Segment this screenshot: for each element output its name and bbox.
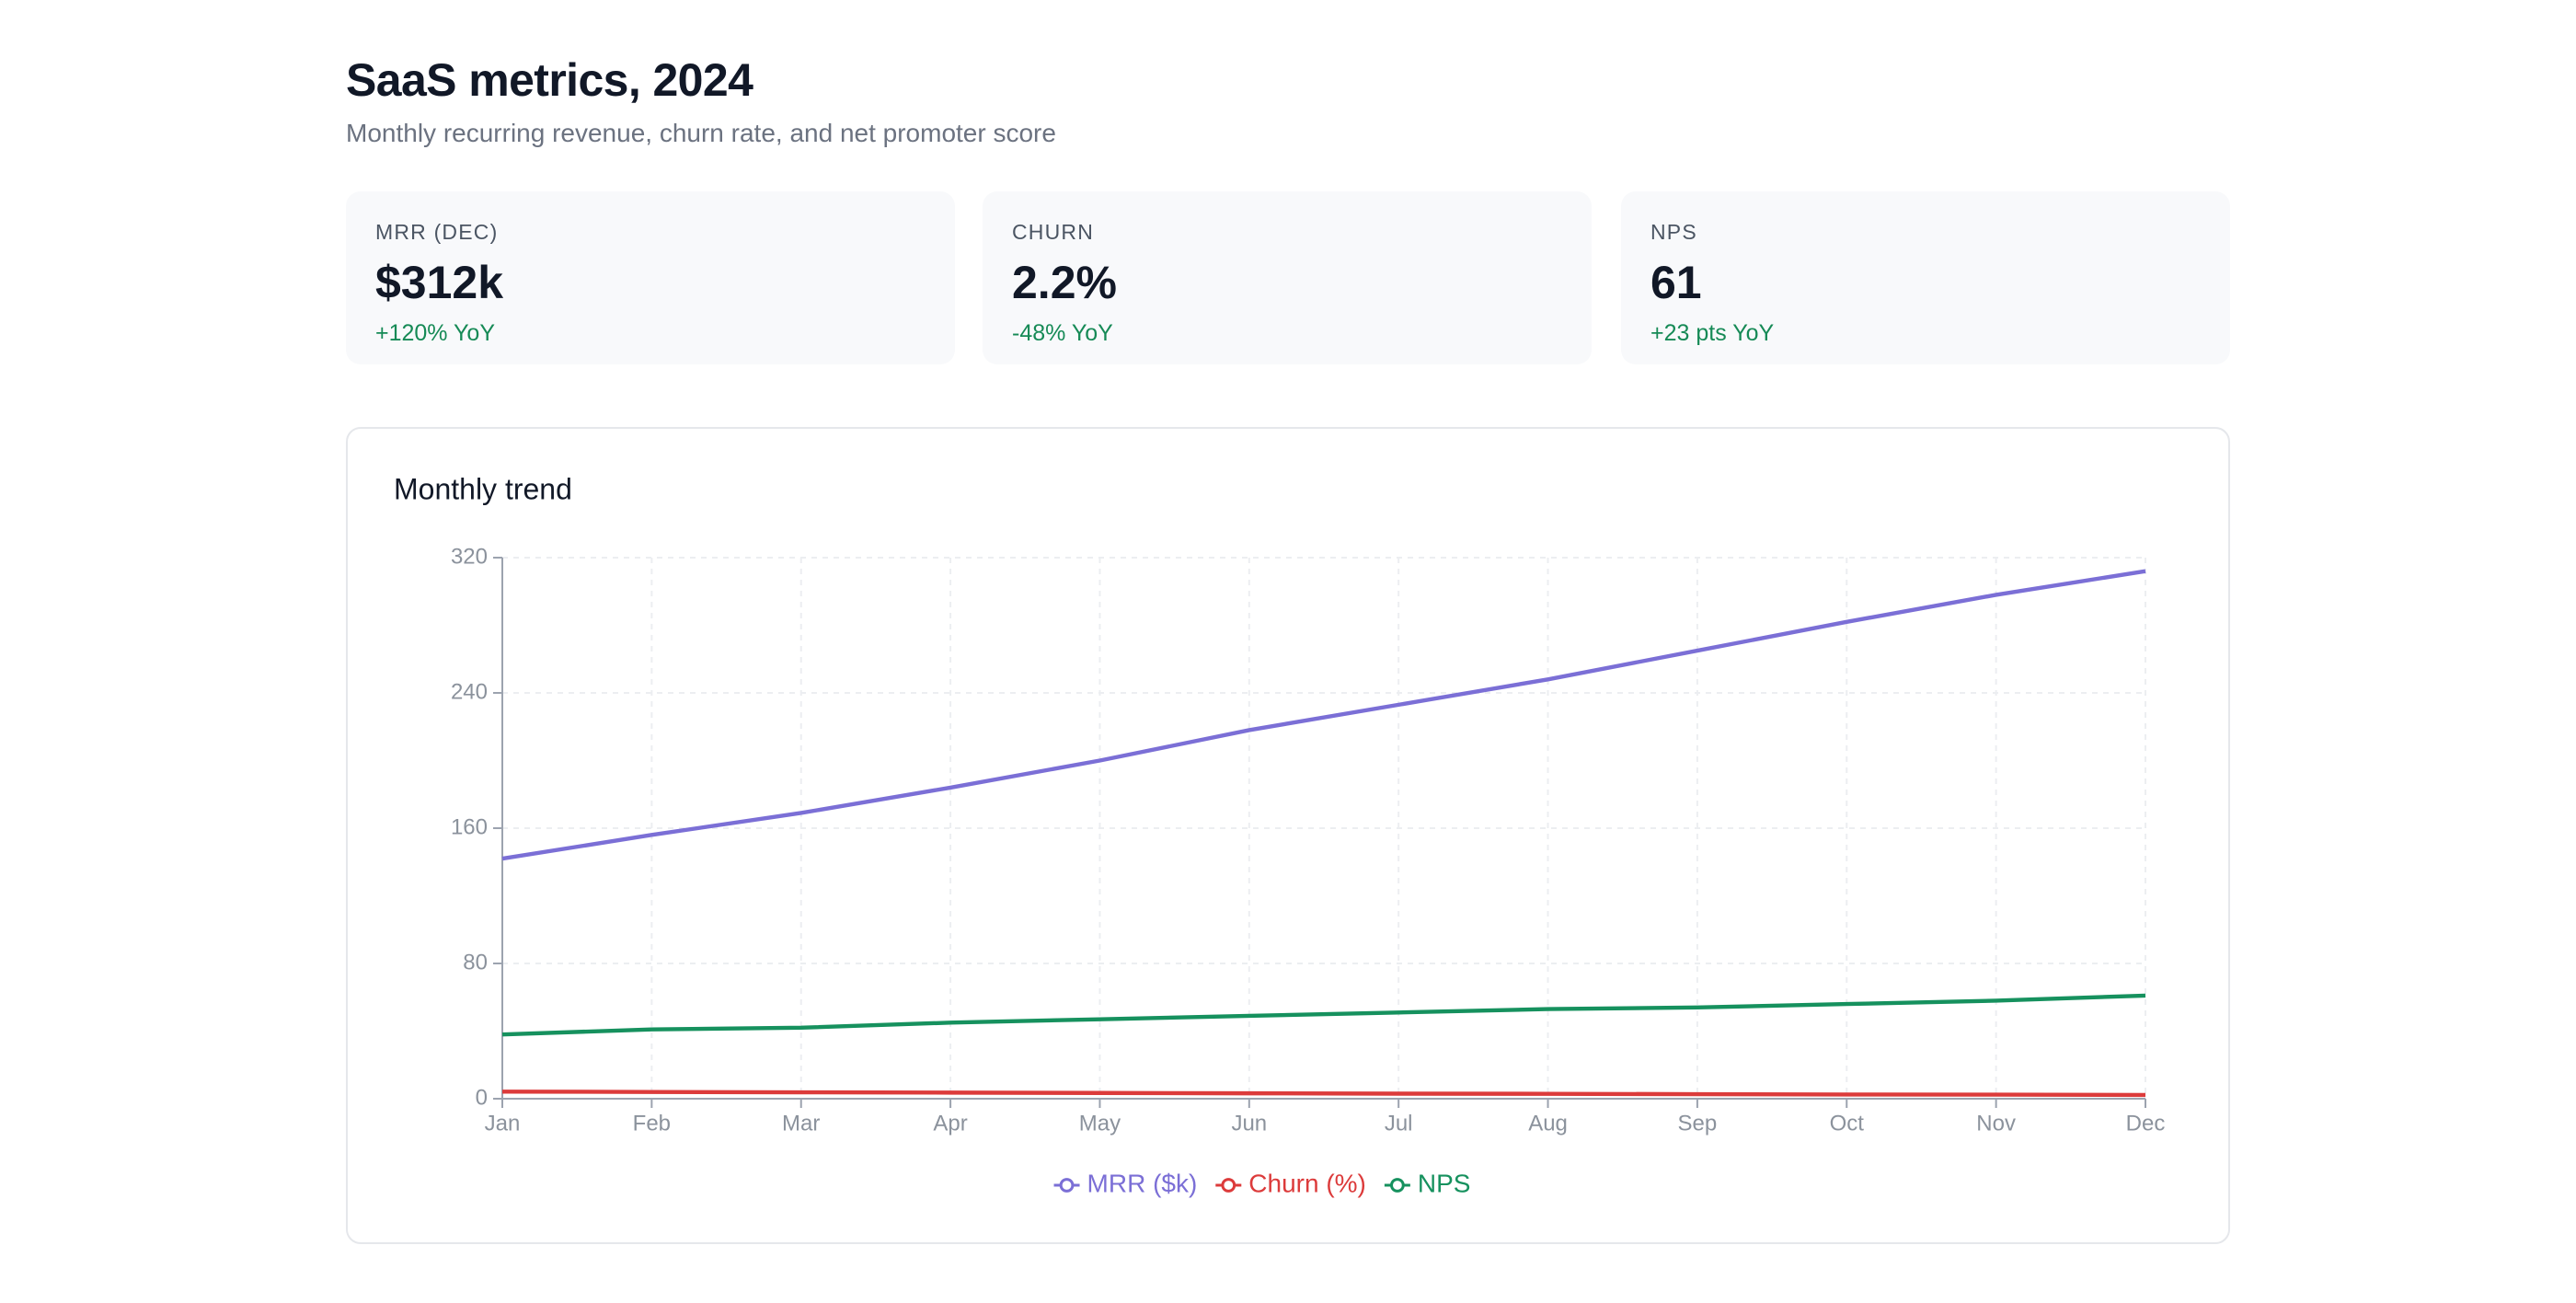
x-tick-label: Aug — [1528, 1111, 1568, 1136]
legend-item: MRR ($k) — [1053, 1169, 1198, 1197]
chart-panel: Monthly trend 0 80 160 240 320 Jan Feb Mar Apr Ma… — [346, 427, 2230, 1244]
y-tick-label: 320 — [451, 544, 488, 569]
x-tick-label: May — [1079, 1111, 1121, 1136]
legend-label: NPS — [1418, 1169, 1471, 1197]
kpi-label: NPS — [1650, 223, 1697, 245]
legend: MRR ($k) Churn (%) NPS — [1053, 1169, 1471, 1197]
page-title: SaaS metrics, 2024 — [346, 55, 753, 107]
page-subtitle: Monthly recurring revenue, churn rate, a… — [346, 118, 1056, 147]
legend-icon — [1389, 1178, 1405, 1193]
chart: Monthly trend 0 80 160 240 320 Jan Feb Mar Apr Ma… — [394, 472, 2166, 1197]
kpi-card: MRR (DEC) $312k +120% YoY — [346, 191, 955, 364]
x-tick-label: Feb — [633, 1111, 671, 1136]
series-line — [501, 993, 2146, 1037]
legend-item: Churn (%) — [1215, 1169, 1366, 1197]
legend-icon — [1221, 1178, 1236, 1193]
x-tick-label: Sep — [1678, 1111, 1718, 1136]
legend-label: Churn (%) — [1248, 1169, 1366, 1197]
y-tick-label: 160 — [451, 814, 488, 839]
kpi-value: 61 — [1650, 258, 1702, 309]
chart-title: Monthly trend — [394, 472, 572, 505]
kpi-delta: +120% YoY — [375, 320, 495, 346]
x-tick-label: Jun — [1231, 1111, 1267, 1136]
x-tick-label: Apr — [933, 1111, 967, 1136]
y-tick-label: 80 — [463, 950, 488, 974]
kpi-value: 2.2% — [1012, 258, 1117, 309]
kpi-delta: -48% YoY — [1012, 320, 1113, 346]
x-tick-label: Nov — [1976, 1111, 2016, 1136]
kpi-card: NPS 61 +23 pts YoY — [1621, 191, 2230, 364]
legend-label: MRR ($k) — [1087, 1169, 1198, 1197]
x-tick-label: Dec — [2126, 1111, 2166, 1136]
kpi-delta: +23 pts YoY — [1650, 320, 1775, 346]
y-tick-label: 0 — [476, 1085, 488, 1110]
x-tick-label: Oct — [1830, 1111, 1865, 1136]
x-tick-label: Mar — [782, 1111, 820, 1136]
legend-icon — [1059, 1178, 1075, 1193]
y-tick-label: 240 — [451, 679, 488, 704]
series-line — [501, 569, 2146, 861]
kpi-label: CHURN — [1012, 223, 1095, 245]
series-line — [501, 1090, 2146, 1098]
legend-item: NPS — [1384, 1169, 1471, 1197]
kpi-card: CHURN 2.2% -48% YoY — [983, 191, 1592, 364]
x-tick-label: Jul — [1385, 1111, 1413, 1136]
kpi-value: $312k — [375, 258, 504, 309]
x-tick-label: Jan — [485, 1111, 521, 1136]
kpi-label: MRR (DEC) — [375, 223, 499, 245]
